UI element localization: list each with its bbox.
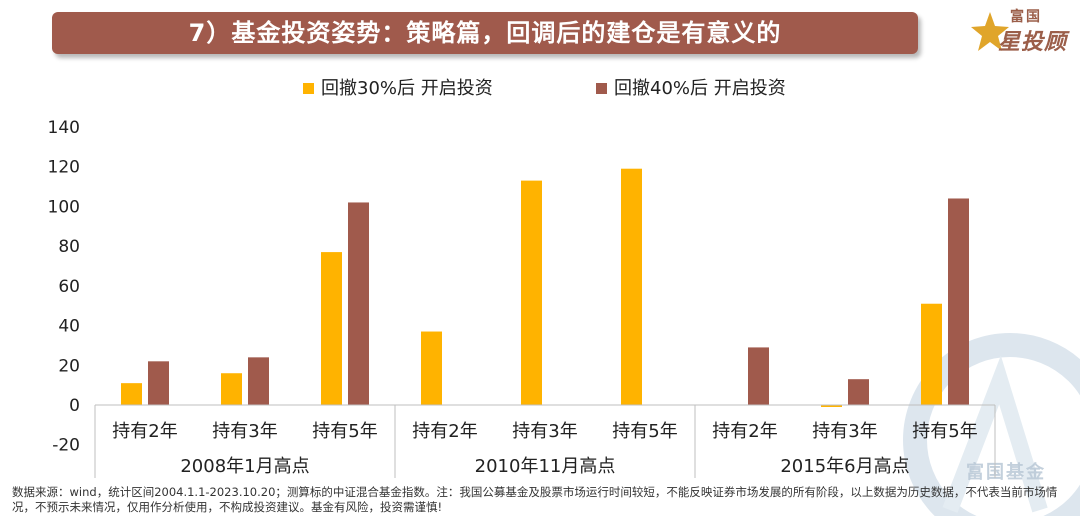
y-tick-label: 80 [58,237,80,257]
x-tick-label: 持有3年 [212,421,277,442]
brand-logo: 富国 星投顾 [968,4,1076,58]
x-tick-label: 持有2年 [412,421,477,442]
bar-series1-6 [621,168,642,405]
y-tick-label: 40 [58,317,80,337]
y-tick-label: 120 [48,158,80,178]
bar-series2-9 [948,198,969,405]
chart-legend: 回撤30%后 开启投资 回撤40%后 开启投资 [303,78,786,99]
bar-series1-2 [221,373,242,405]
y-tick-label: 0 [69,396,80,416]
bar-series2-3 [348,202,369,405]
plot-area [121,168,969,407]
x-tick-label: 持有3年 [812,421,877,442]
legend-label-1: 回撤30%后 开启投资 [321,78,493,99]
y-tick-label: 140 [48,118,80,138]
y-tick-label: 100 [48,197,80,217]
x-axis: 持有2年 持有3年 持有5年 持有2年 持有3年 持有5年 持有2年 持有3年 持有5年2008… [94,404,996,478]
y-tick-label: -20 [52,436,80,456]
x-group-label: 2010年11月高点 [475,456,616,477]
legend-swatch-1 [303,83,314,94]
y-axis: -20 0 20 40 60 80 100 120 140 [48,118,80,456]
bar-series1-3 [321,252,342,405]
x-tick-label: 持有2年 [112,421,177,442]
bar-chart: 回撤30%后 开启投资 回撤40%后 开启投资 -20 0 20 40 60 80 100 12… [48,78,996,478]
bar-series2-7 [748,347,769,405]
bar-series1-9 [921,303,942,405]
data-source-footnote: 数据来源：wind，统计区间2004.1.1-2023.10.20；测算标的中证… [12,485,1058,514]
star-logo-icon [971,12,1009,51]
bar-series2-2 [248,357,269,405]
y-tick-label: 20 [58,356,80,376]
x-group-label: 2008年1月高点 [180,456,309,477]
bar-series1-4 [421,331,442,405]
bar-series2-1 [148,361,169,405]
bar-series1-8 [821,405,842,407]
page-title: 7）基金投资姿势：策略篇，回调后的建仓是有意义的 [52,12,918,54]
x-tick-label: 持有3年 [512,421,577,442]
fund-company-watermark-icon [903,333,1080,516]
bar-series1-1 [121,383,142,405]
x-tick-label: 持有5年 [612,421,677,442]
y-tick-label: 60 [58,277,80,297]
x-tick-label: 持有5年 [912,421,977,442]
legend-swatch-2 [596,83,607,94]
x-tick-label: 持有5年 [312,421,377,442]
bar-series2-8 [848,379,869,405]
watermark-text: 富国基金 [966,462,1046,483]
x-tick-label: 持有2年 [712,421,777,442]
bar-series1-5 [521,180,542,405]
logo-top-text: 富国 [1010,9,1042,25]
legend-label-2: 回撤40%后 开启投资 [614,78,786,99]
x-group-label: 2015年6月高点 [780,456,909,477]
logo-main-text: 星投顾 [998,30,1068,55]
